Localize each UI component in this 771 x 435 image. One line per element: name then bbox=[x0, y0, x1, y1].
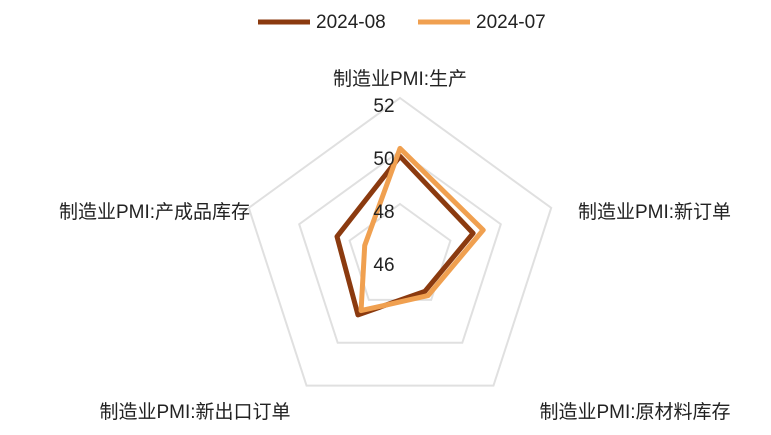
axis-label: 制造业PMI:新出口订单 bbox=[99, 401, 290, 423]
legend-label: 2024-07 bbox=[476, 12, 546, 33]
tick-label: 48 bbox=[373, 202, 394, 223]
axis-label: 制造业PMI:产成品库存 bbox=[59, 201, 250, 223]
tick-label: 46 bbox=[373, 255, 394, 276]
legend-label: 2024-08 bbox=[316, 12, 386, 33]
axis-label: 制造业PMI:新订单 bbox=[578, 201, 731, 223]
grid-ring bbox=[298, 149, 502, 344]
series-line bbox=[358, 145, 486, 314]
tick-label: 52 bbox=[373, 96, 394, 117]
axis-label: 制造业PMI:生产 bbox=[333, 68, 467, 90]
grid-ring bbox=[247, 96, 553, 387]
axis-label: 制造业PMI:原材料库存 bbox=[539, 401, 730, 423]
tick-label: 50 bbox=[373, 149, 394, 170]
